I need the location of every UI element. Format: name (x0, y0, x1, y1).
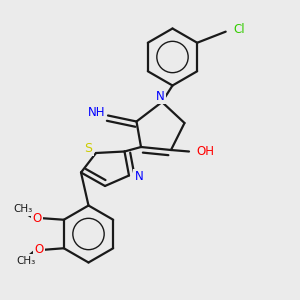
Text: NH: NH (88, 106, 105, 119)
Text: CH₃: CH₃ (14, 204, 33, 214)
Text: O: O (34, 243, 44, 256)
Text: N: N (156, 90, 165, 103)
Text: CH₃: CH₃ (17, 256, 36, 266)
Text: OH: OH (196, 145, 214, 158)
Text: S: S (84, 142, 92, 155)
Text: Cl: Cl (233, 23, 245, 36)
Text: N: N (134, 170, 143, 184)
Text: O: O (32, 212, 41, 225)
